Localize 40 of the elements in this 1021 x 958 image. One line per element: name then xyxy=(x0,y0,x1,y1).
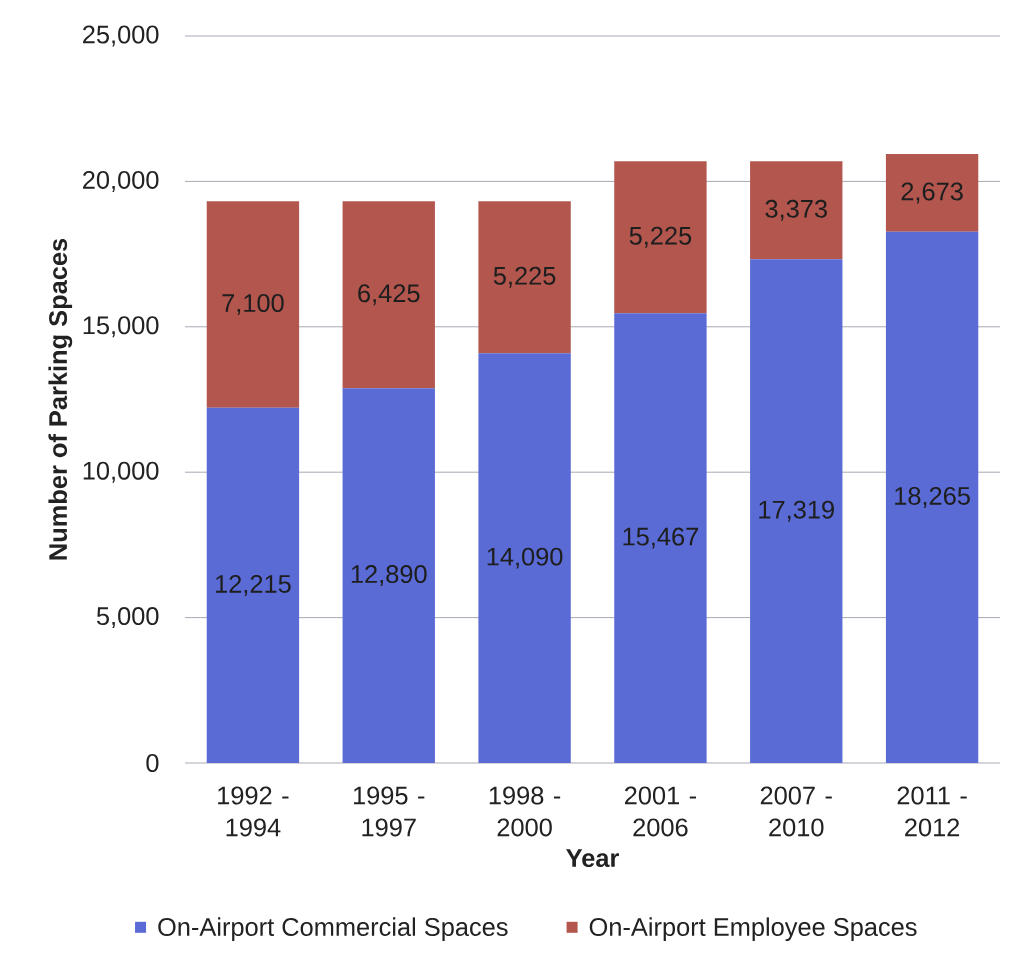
bar xyxy=(342,201,435,389)
data-label: 5,225 xyxy=(493,266,556,288)
data-label: 3,373 xyxy=(765,199,827,221)
y-tick-label: 0 xyxy=(146,754,159,772)
data-label: 5,225 xyxy=(629,226,692,248)
y-tick-label: 25,000 xyxy=(83,25,159,47)
bar xyxy=(885,231,979,763)
data-label: 15,467 xyxy=(623,527,698,549)
data-label: 2,673 xyxy=(901,182,963,204)
bar xyxy=(614,313,707,763)
x-tick-label: 2011 - 2012 xyxy=(897,786,967,837)
bar xyxy=(614,161,707,314)
bar xyxy=(885,154,979,232)
bar xyxy=(478,201,571,354)
bar xyxy=(750,259,843,763)
y-tick-label: 5,000 xyxy=(96,607,159,629)
legend-label: On-Airport Employee Spaces xyxy=(589,917,917,942)
data-label: 7,100 xyxy=(222,294,284,316)
x-axis-title: Year xyxy=(566,849,619,868)
bar xyxy=(206,407,300,763)
x-tick-label: 2001 - 2006 xyxy=(624,786,696,837)
y-tick-label: 10,000 xyxy=(83,461,159,483)
data-label: 14,090 xyxy=(487,547,563,569)
y-axis-title: Number of Parking Spaces xyxy=(48,238,73,560)
x-tick-label: 2007 - 2010 xyxy=(760,786,832,837)
bar xyxy=(750,161,843,260)
bar xyxy=(206,201,300,408)
data-label: 12,890 xyxy=(351,565,427,587)
x-tick-label: 1998 - 2000 xyxy=(489,786,561,837)
x-tick-label: 1995 - 1997 xyxy=(353,786,425,837)
x-tick-label: 1992 - 1994 xyxy=(218,786,289,837)
y-tick-label: 15,000 xyxy=(83,316,159,338)
data-label: 6,425 xyxy=(358,284,420,306)
data-label: 17,319 xyxy=(759,500,834,522)
legend-label: On-Airport Commercial Spaces xyxy=(158,917,508,942)
data-label: 18,265 xyxy=(895,486,970,508)
data-label: 12,215 xyxy=(216,574,291,596)
bar xyxy=(478,353,571,763)
bar xyxy=(342,388,435,763)
y-tick-label: 20,000 xyxy=(83,170,159,192)
